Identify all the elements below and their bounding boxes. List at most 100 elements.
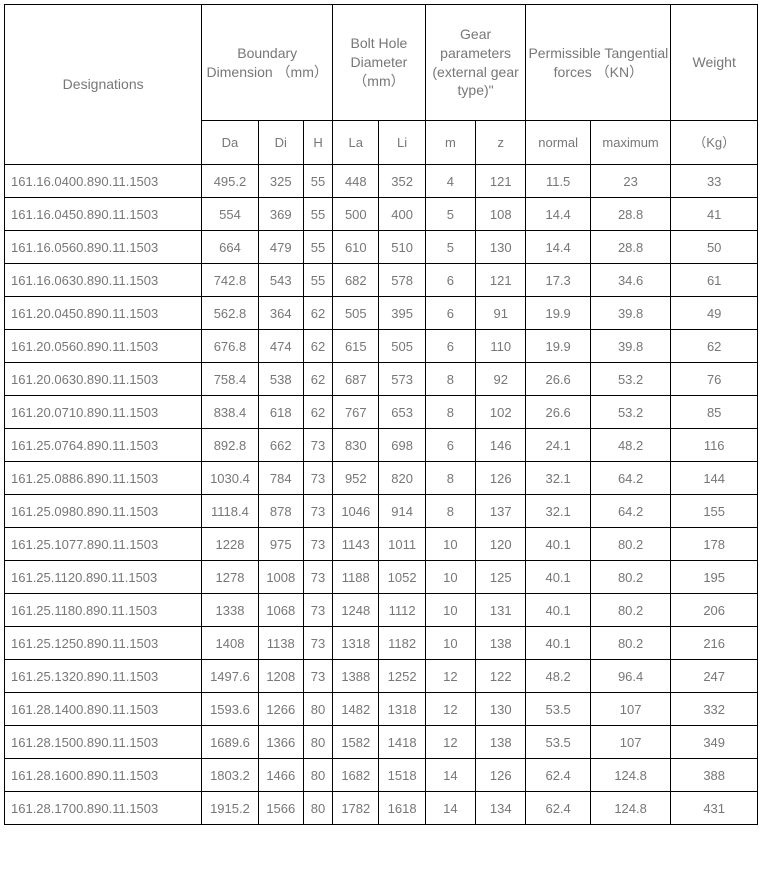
cell-z: 120 xyxy=(476,528,526,561)
cell-H: 55 xyxy=(303,231,332,264)
cell-H: 55 xyxy=(303,165,332,198)
cell-x: 23 xyxy=(590,165,671,198)
cell-Di: 878 xyxy=(258,495,303,528)
cell-Da: 1030.4 xyxy=(202,462,258,495)
cell-n: 11.5 xyxy=(526,165,590,198)
cell-w: 206 xyxy=(671,594,758,627)
cell-n: 40.1 xyxy=(526,627,590,660)
cell-La: 767 xyxy=(333,396,379,429)
cell-designation: 161.20.0710.890.11.1503 xyxy=(5,396,202,429)
cell-La: 615 xyxy=(333,330,379,363)
cell-H: 62 xyxy=(303,330,332,363)
cell-Li: 1182 xyxy=(379,627,425,660)
table-row: 161.25.1250.890.11.150314081138731318118… xyxy=(5,627,758,660)
cell-z: 108 xyxy=(476,198,526,231)
cell-z: 137 xyxy=(476,495,526,528)
cell-Li: 395 xyxy=(379,297,425,330)
col-m: m xyxy=(425,121,475,165)
cell-H: 55 xyxy=(303,198,332,231)
cell-Di: 662 xyxy=(258,429,303,462)
cell-n: 32.1 xyxy=(526,462,590,495)
cell-Li: 1052 xyxy=(379,561,425,594)
cell-H: 62 xyxy=(303,396,332,429)
cell-z: 126 xyxy=(476,759,526,792)
cell-Da: 1228 xyxy=(202,528,258,561)
cell-m: 12 xyxy=(425,660,475,693)
cell-x: 80.2 xyxy=(590,627,671,660)
cell-H: 62 xyxy=(303,297,332,330)
cell-designation: 161.25.1120.890.11.1503 xyxy=(5,561,202,594)
cell-Di: 975 xyxy=(258,528,303,561)
cell-n: 62.4 xyxy=(526,792,590,825)
cell-m: 6 xyxy=(425,330,475,363)
cell-x: 64.2 xyxy=(590,495,671,528)
cell-Di: 543 xyxy=(258,264,303,297)
cell-La: 1318 xyxy=(333,627,379,660)
cell-La: 1782 xyxy=(333,792,379,825)
cell-Li: 510 xyxy=(379,231,425,264)
cell-n: 14.4 xyxy=(526,231,590,264)
table-row: 161.20.0450.890.11.1503562.8364625053956… xyxy=(5,297,758,330)
cell-w: 155 xyxy=(671,495,758,528)
cell-designation: 161.25.0980.890.11.1503 xyxy=(5,495,202,528)
cell-x: 53.2 xyxy=(590,396,671,429)
cell-Di: 325 xyxy=(258,165,303,198)
cell-z: 130 xyxy=(476,231,526,264)
cell-La: 505 xyxy=(333,297,379,330)
cell-H: 80 xyxy=(303,792,332,825)
cell-x: 107 xyxy=(590,726,671,759)
table-row: 161.16.0560.890.11.150366447955610510513… xyxy=(5,231,758,264)
cell-La: 500 xyxy=(333,198,379,231)
col-weight: Weight xyxy=(671,5,758,121)
cell-Da: 838.4 xyxy=(202,396,258,429)
cell-designation: 161.16.0560.890.11.1503 xyxy=(5,231,202,264)
cell-H: 73 xyxy=(303,462,332,495)
col-designations: Designations xyxy=(5,5,202,165)
cell-m: 5 xyxy=(425,231,475,264)
cell-z: 130 xyxy=(476,693,526,726)
cell-H: 73 xyxy=(303,660,332,693)
cell-x: 28.8 xyxy=(590,231,671,264)
cell-n: 26.6 xyxy=(526,396,590,429)
table-row: 161.25.0764.890.11.1503892.8662738306986… xyxy=(5,429,758,462)
col-z: z xyxy=(476,121,526,165)
cell-z: 122 xyxy=(476,660,526,693)
cell-z: 121 xyxy=(476,165,526,198)
cell-Li: 1112 xyxy=(379,594,425,627)
cell-w: 33 xyxy=(671,165,758,198)
cell-z: 92 xyxy=(476,363,526,396)
cell-Li: 352 xyxy=(379,165,425,198)
table-row: 161.25.0980.890.11.15031118.487873104691… xyxy=(5,495,758,528)
cell-Li: 1618 xyxy=(379,792,425,825)
cell-w: 85 xyxy=(671,396,758,429)
cell-x: 64.2 xyxy=(590,462,671,495)
cell-designation: 161.25.0886.890.11.1503 xyxy=(5,462,202,495)
cell-n: 62.4 xyxy=(526,759,590,792)
cell-Li: 573 xyxy=(379,363,425,396)
cell-designation: 161.28.1600.890.11.1503 xyxy=(5,759,202,792)
cell-n: 40.1 xyxy=(526,528,590,561)
cell-w: 144 xyxy=(671,462,758,495)
cell-H: 80 xyxy=(303,759,332,792)
col-maximum: maximum xyxy=(590,121,671,165)
cell-w: 431 xyxy=(671,792,758,825)
cell-x: 28.8 xyxy=(590,198,671,231)
cell-m: 6 xyxy=(425,264,475,297)
table-container: Designations Boundary Dimension （mm） Bol… xyxy=(0,0,762,829)
cell-Li: 820 xyxy=(379,462,425,495)
cell-Di: 369 xyxy=(258,198,303,231)
cell-Di: 479 xyxy=(258,231,303,264)
cell-n: 48.2 xyxy=(526,660,590,693)
cell-La: 610 xyxy=(333,231,379,264)
cell-x: 80.2 xyxy=(590,561,671,594)
cell-designation: 161.25.1077.890.11.1503 xyxy=(5,528,202,561)
cell-La: 830 xyxy=(333,429,379,462)
cell-w: 388 xyxy=(671,759,758,792)
cell-x: 107 xyxy=(590,693,671,726)
cell-z: 131 xyxy=(476,594,526,627)
cell-Di: 784 xyxy=(258,462,303,495)
cell-designation: 161.16.0630.890.11.1503 xyxy=(5,264,202,297)
cell-n: 40.1 xyxy=(526,561,590,594)
cell-w: 41 xyxy=(671,198,758,231)
cell-La: 952 xyxy=(333,462,379,495)
